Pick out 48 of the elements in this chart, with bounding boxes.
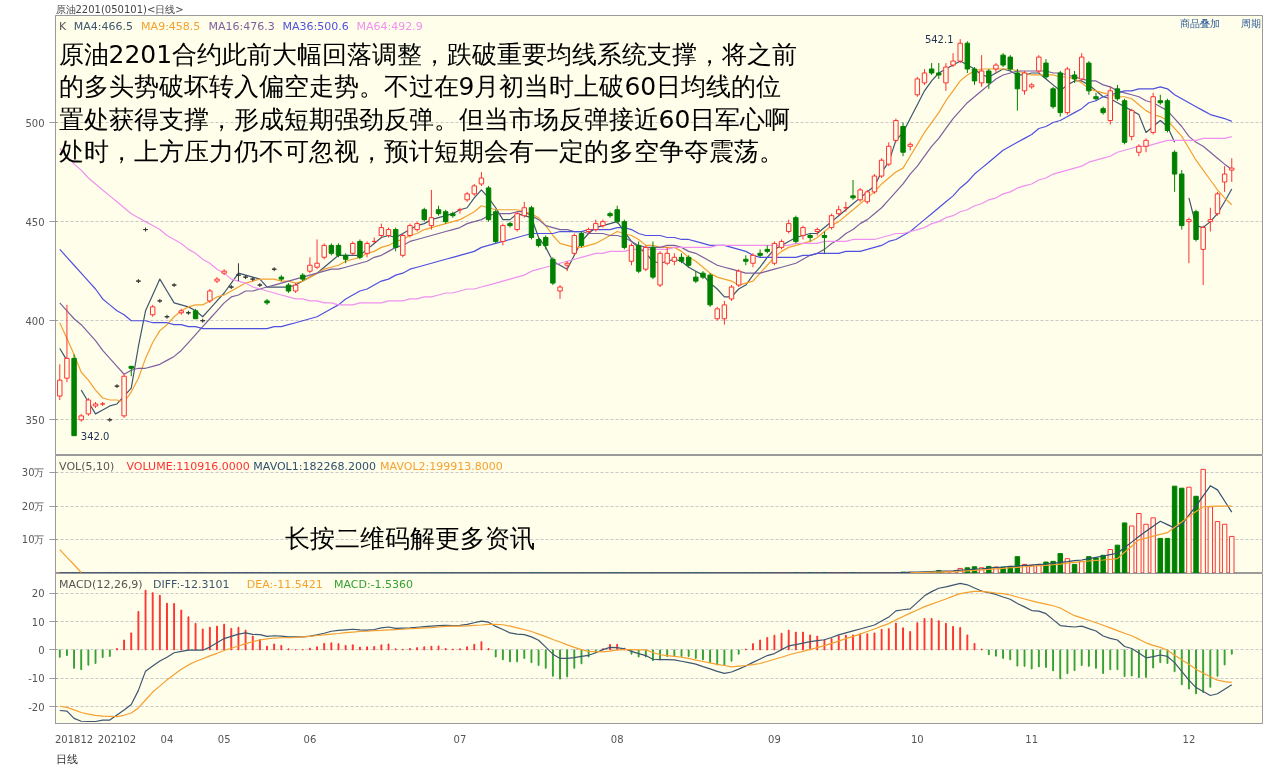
annotation: 542.1 [924, 34, 954, 46]
text: MA16:476.3 [208, 20, 275, 33]
annotation: 的多头势破坏转入偏空走势。不过在9月初当时上破60日均线的位 [58, 72, 782, 102]
text: DIFF:-12.3101 [152, 578, 230, 591]
text: DEA:-11.5421 [246, 578, 323, 591]
x-tick-label: 08 [610, 733, 624, 745]
x-tick-label: 201812 [54, 733, 94, 745]
y-tick-label: 30万 [21, 466, 45, 478]
y-tick-label: 20 [31, 588, 45, 600]
legend-title: MACD(12,26,9) [59, 578, 143, 591]
y-tick-label: 20万 [21, 500, 45, 512]
chart-title: 原油2201(050101)<日线> [55, 3, 184, 15]
annotation: 原油2201合约此前大幅回落调整，跌破重要均线系统支撑，将之前 [58, 40, 798, 70]
y-tick-label: -10 [28, 673, 45, 685]
y-tick-label: 0 [38, 644, 45, 656]
x-tick-label: 12 [1182, 733, 1196, 745]
text: MAVOL1:182268.2000 [253, 460, 376, 473]
legend-title: K [59, 20, 68, 33]
annotation: 置处获得支撑，形成短期强劲反弹。但当市场反弹接近60日军心啊 [58, 104, 791, 134]
text: VOLUME:110916.0000 [126, 460, 250, 473]
x-tick-label: 07 [453, 733, 467, 745]
x-tick-label: 10 [910, 733, 924, 745]
annotation: 商品叠加 [1180, 17, 1221, 29]
y-tick-label: 10万 [21, 534, 45, 546]
legend-title: VOL(5,10) [59, 460, 115, 473]
x-tick-label: 09 [768, 733, 781, 745]
text: MA64:492.9 [356, 20, 423, 33]
text: MACD:-1.5360 [333, 578, 414, 591]
x-tick-label: 06 [303, 733, 317, 745]
annotation: 342.0 [80, 430, 110, 442]
y-tick-label: 450 [25, 216, 45, 228]
x-tick-label: 11 [1025, 733, 1039, 745]
x-tick-label: 202102 [97, 733, 137, 745]
y-tick-label: -20 [28, 701, 45, 713]
y-tick-label: 400 [25, 315, 45, 327]
x-tick-label: 05 [217, 733, 231, 745]
x-tick-label: 04 [160, 733, 174, 745]
text: MAVOL2:199913.8000 [380, 460, 503, 473]
text: 周期 [1240, 17, 1261, 29]
text: MA9:458.5 [141, 20, 201, 33]
x-axis-title: 日线 [55, 752, 78, 766]
y-tick-label: 500 [25, 117, 45, 129]
text: MA4:466.5 [73, 20, 133, 33]
annotation: 长按二维码解更多资讯 [284, 523, 535, 553]
y-tick-label: 350 [25, 414, 45, 426]
y-tick-label: 10 [31, 616, 45, 628]
text: MA36:500.6 [282, 20, 349, 33]
annotation: 处时，上方压力仍不可忽视，预计短期会有一定的多空争夺震荡。 [58, 136, 784, 166]
